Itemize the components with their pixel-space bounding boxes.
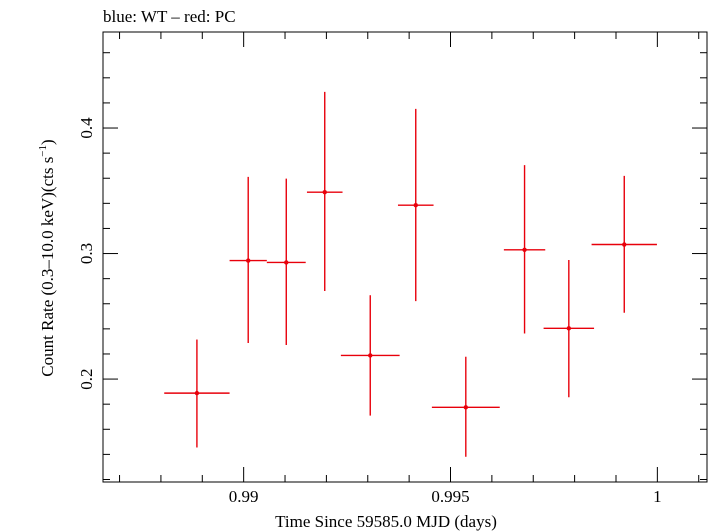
plot-frame: [102, 31, 708, 483]
x-tick-labels: 0.99 0.995 1: [229, 487, 662, 506]
data-point: [397, 108, 434, 302]
point-marker: [246, 258, 251, 263]
point-marker: [566, 326, 572, 331]
data-point: [431, 356, 500, 457]
data-point: [229, 176, 267, 344]
y-tick-label: 0.4: [77, 117, 96, 139]
x-tick-label: 0.995: [431, 487, 469, 506]
point-marker: [622, 242, 627, 247]
point-marker: [284, 260, 289, 265]
data-point: [503, 165, 546, 334]
x-tick-label: 0.99: [229, 487, 259, 506]
data-point: [591, 175, 657, 313]
y-axis-label-close: ): [38, 139, 57, 145]
data-point: [340, 295, 400, 416]
y-axis-label-main: Count Rate (0.3–10.0 keV)(cts s: [38, 157, 57, 377]
data-point: [306, 91, 343, 291]
point-marker: [368, 353, 373, 358]
data-points: [164, 91, 657, 457]
point-marker: [463, 405, 469, 410]
data-point: [266, 178, 306, 346]
y-tick-labels: 0.2 0.3 0.4: [77, 117, 96, 390]
data-point: [164, 339, 230, 448]
point-marker: [522, 247, 527, 252]
y-tick-label: 0.3: [77, 243, 96, 264]
point-marker: [322, 189, 327, 195]
axis-ticks: [103, 32, 707, 482]
point-marker: [194, 390, 200, 396]
y-axis-label-superscript: −1: [37, 145, 49, 157]
y-axis-label: Count Rate (0.3–10.0 keV)(cts s−1): [37, 139, 57, 376]
data-point: [543, 259, 595, 398]
x-tick-label: 1: [653, 487, 662, 506]
chart-title: blue: WT – red: PC: [103, 7, 236, 26]
x-axis-label: Time Since 59585.0 MJD (days): [275, 512, 497, 531]
point-marker: [413, 203, 418, 208]
y-tick-label: 0.2: [77, 368, 96, 389]
